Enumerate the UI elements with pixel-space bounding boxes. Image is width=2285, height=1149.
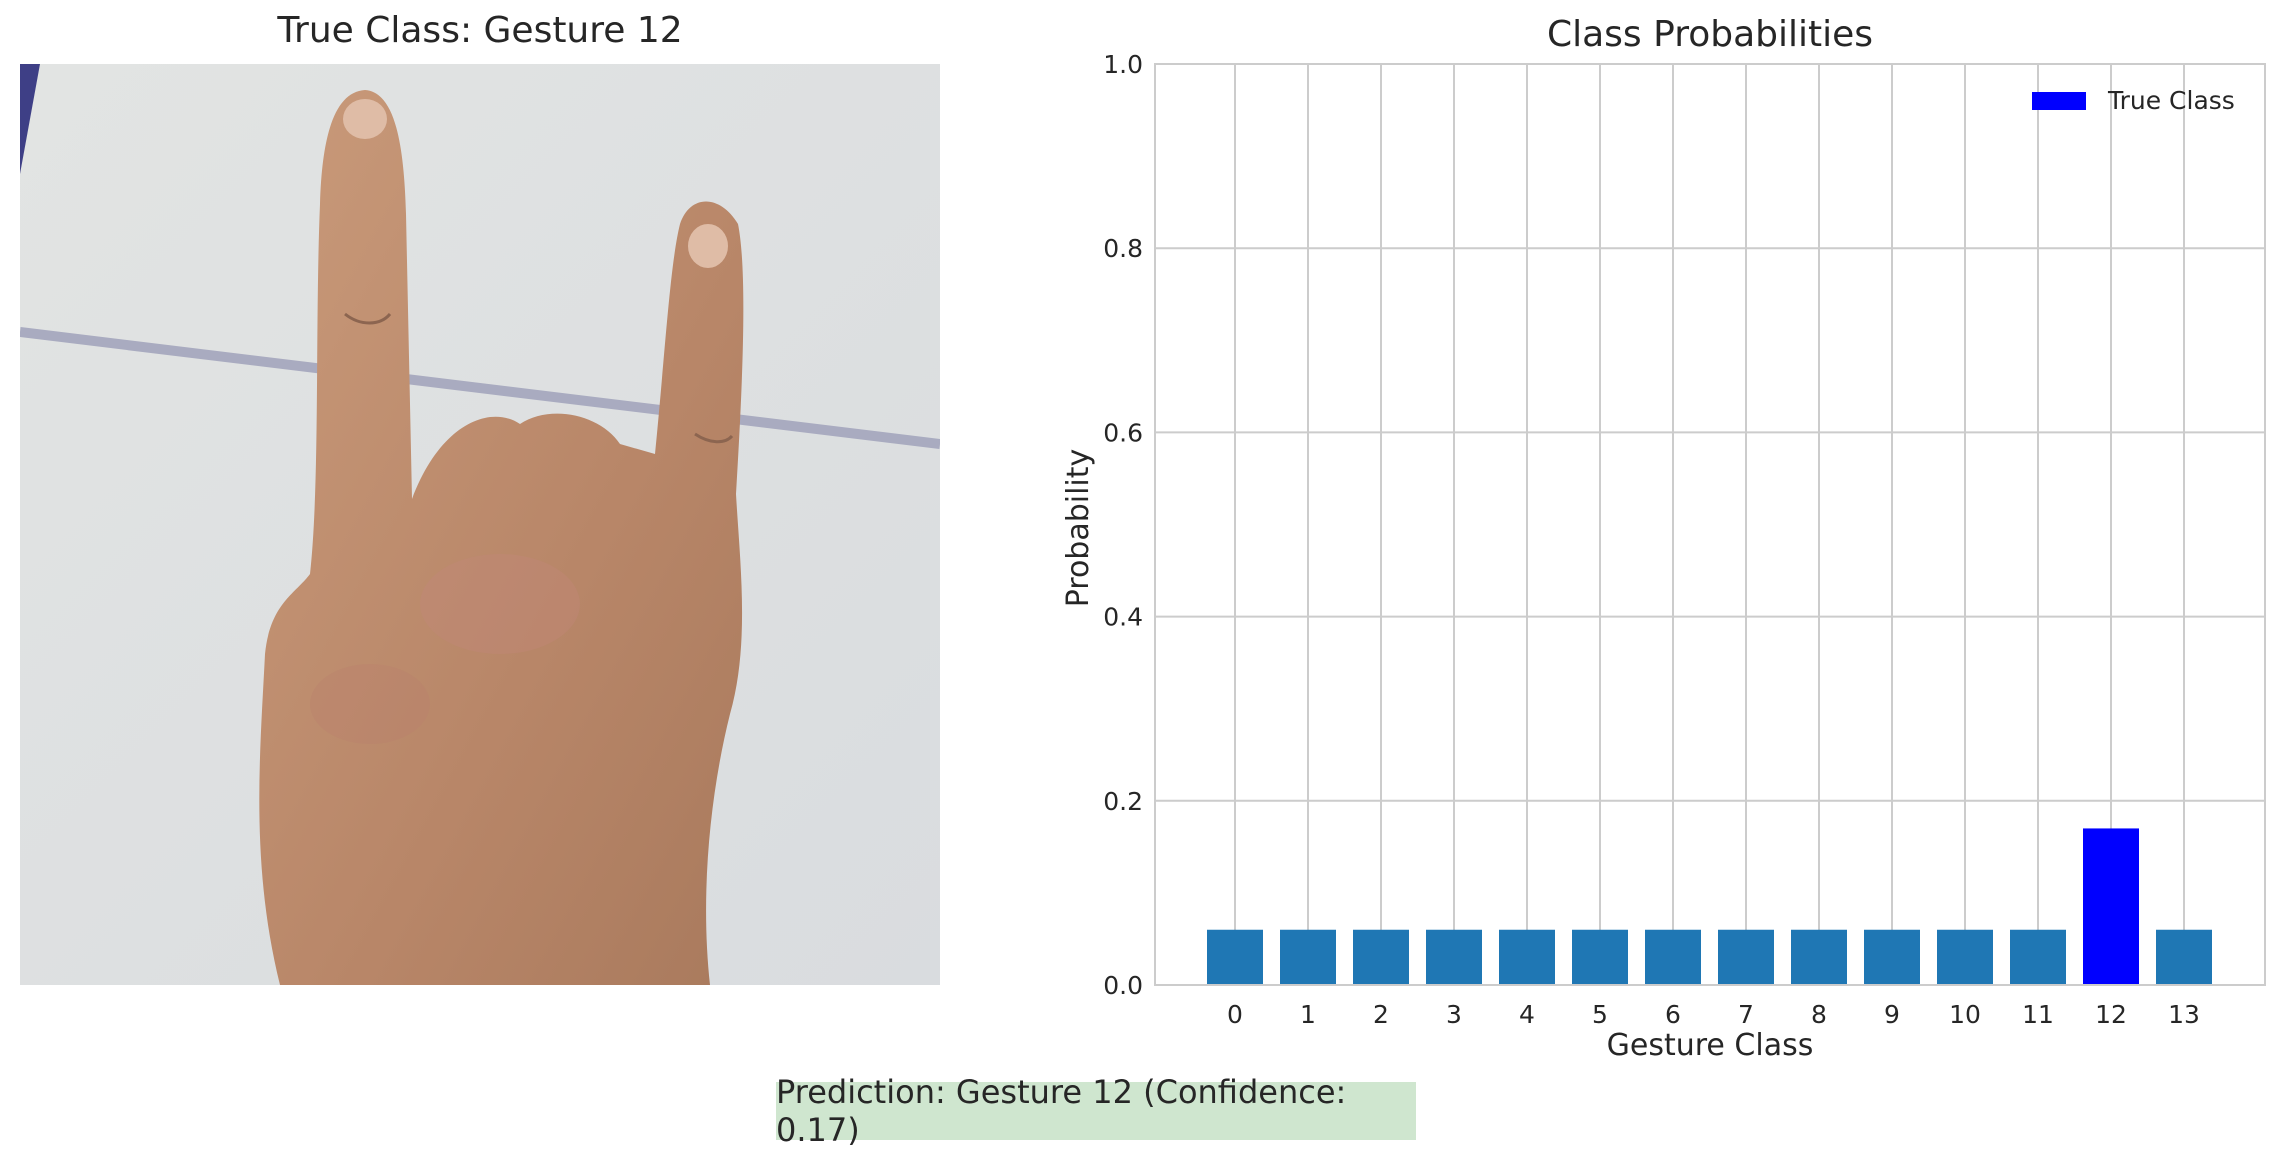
x-tick-label: 5 xyxy=(1592,1000,1608,1029)
hand-gesture-photo-icon xyxy=(20,64,940,985)
y-tick-label: 0.4 xyxy=(1103,603,1143,632)
y-axis-label: Probability xyxy=(1061,449,1096,608)
gesture-photo xyxy=(20,64,940,985)
x-tick-label: 1 xyxy=(1300,1000,1316,1029)
bar-12 xyxy=(2083,828,2139,985)
x-tick-label: 4 xyxy=(1519,1000,1535,1029)
x-tick-label: 12 xyxy=(2095,1000,2127,1029)
bar-4 xyxy=(1499,929,1555,985)
x-tick-label: 3 xyxy=(1446,1000,1462,1029)
chart-bars xyxy=(1207,828,2212,985)
plot-frame xyxy=(1154,63,2266,986)
y-tick-label: 0.8 xyxy=(1103,234,1143,263)
x-tick-label: 10 xyxy=(1949,1000,1981,1029)
chart-legend: True Class xyxy=(2032,86,2235,115)
bar-6 xyxy=(1645,929,1701,985)
x-tick-label: 7 xyxy=(1738,1000,1754,1029)
legend-swatch xyxy=(2032,92,2086,110)
bar-1 xyxy=(1280,929,1336,985)
bar-11 xyxy=(2010,929,2066,985)
x-tick-label: 9 xyxy=(1884,1000,1900,1029)
prediction-box: Prediction: Gesture 12 (Confidence: 0.17… xyxy=(776,1073,1416,1149)
x-tick-label: 11 xyxy=(2022,1000,2054,1029)
y-tick-label: 1.0 xyxy=(1103,50,1143,79)
bar-9 xyxy=(1864,929,1920,985)
y-tick-labels: 0.0 0.2 0.4 0.6 0.8 1.0 xyxy=(1103,50,1143,1000)
x-tick-label: 2 xyxy=(1373,1000,1389,1029)
bar-13 xyxy=(2156,929,2212,985)
prediction-text: Prediction: Gesture 12 (Confidence: 0.17… xyxy=(776,1073,1347,1149)
chart-title: Class Probabilities xyxy=(1547,14,1873,55)
bar-2 xyxy=(1353,929,1409,985)
x-tick-labels: 0 1 2 3 4 5 6 7 8 9 10 11 12 13 xyxy=(1227,1000,2200,1029)
bar-5 xyxy=(1572,929,1628,985)
x-tick-label: 0 xyxy=(1227,1000,1243,1029)
x-tick-label: 6 xyxy=(1665,1000,1681,1029)
class-probabilities-chart: Class Probabilities 0.0 0.2 0.4 0.6 0.8 1.0 0… xyxy=(1061,14,2266,1063)
legend-label: True Class xyxy=(2107,86,2235,115)
left-panel-title: True Class: Gesture 12 xyxy=(277,10,683,51)
x-tick-label: 13 xyxy=(2168,1000,2200,1029)
x-tick-label: 8 xyxy=(1811,1000,1827,1029)
y-tick-label: 0.6 xyxy=(1103,418,1143,447)
y-tick-label: 0.0 xyxy=(1103,971,1143,1000)
bar-7 xyxy=(1718,929,1774,985)
y-tick-label: 0.2 xyxy=(1103,787,1143,816)
bar-0 xyxy=(1207,929,1263,985)
bar-8 xyxy=(1791,929,1847,985)
bar-10 xyxy=(1937,929,1993,985)
bar-3 xyxy=(1426,929,1482,985)
x-axis-label: Gesture Class xyxy=(1607,1028,1814,1063)
